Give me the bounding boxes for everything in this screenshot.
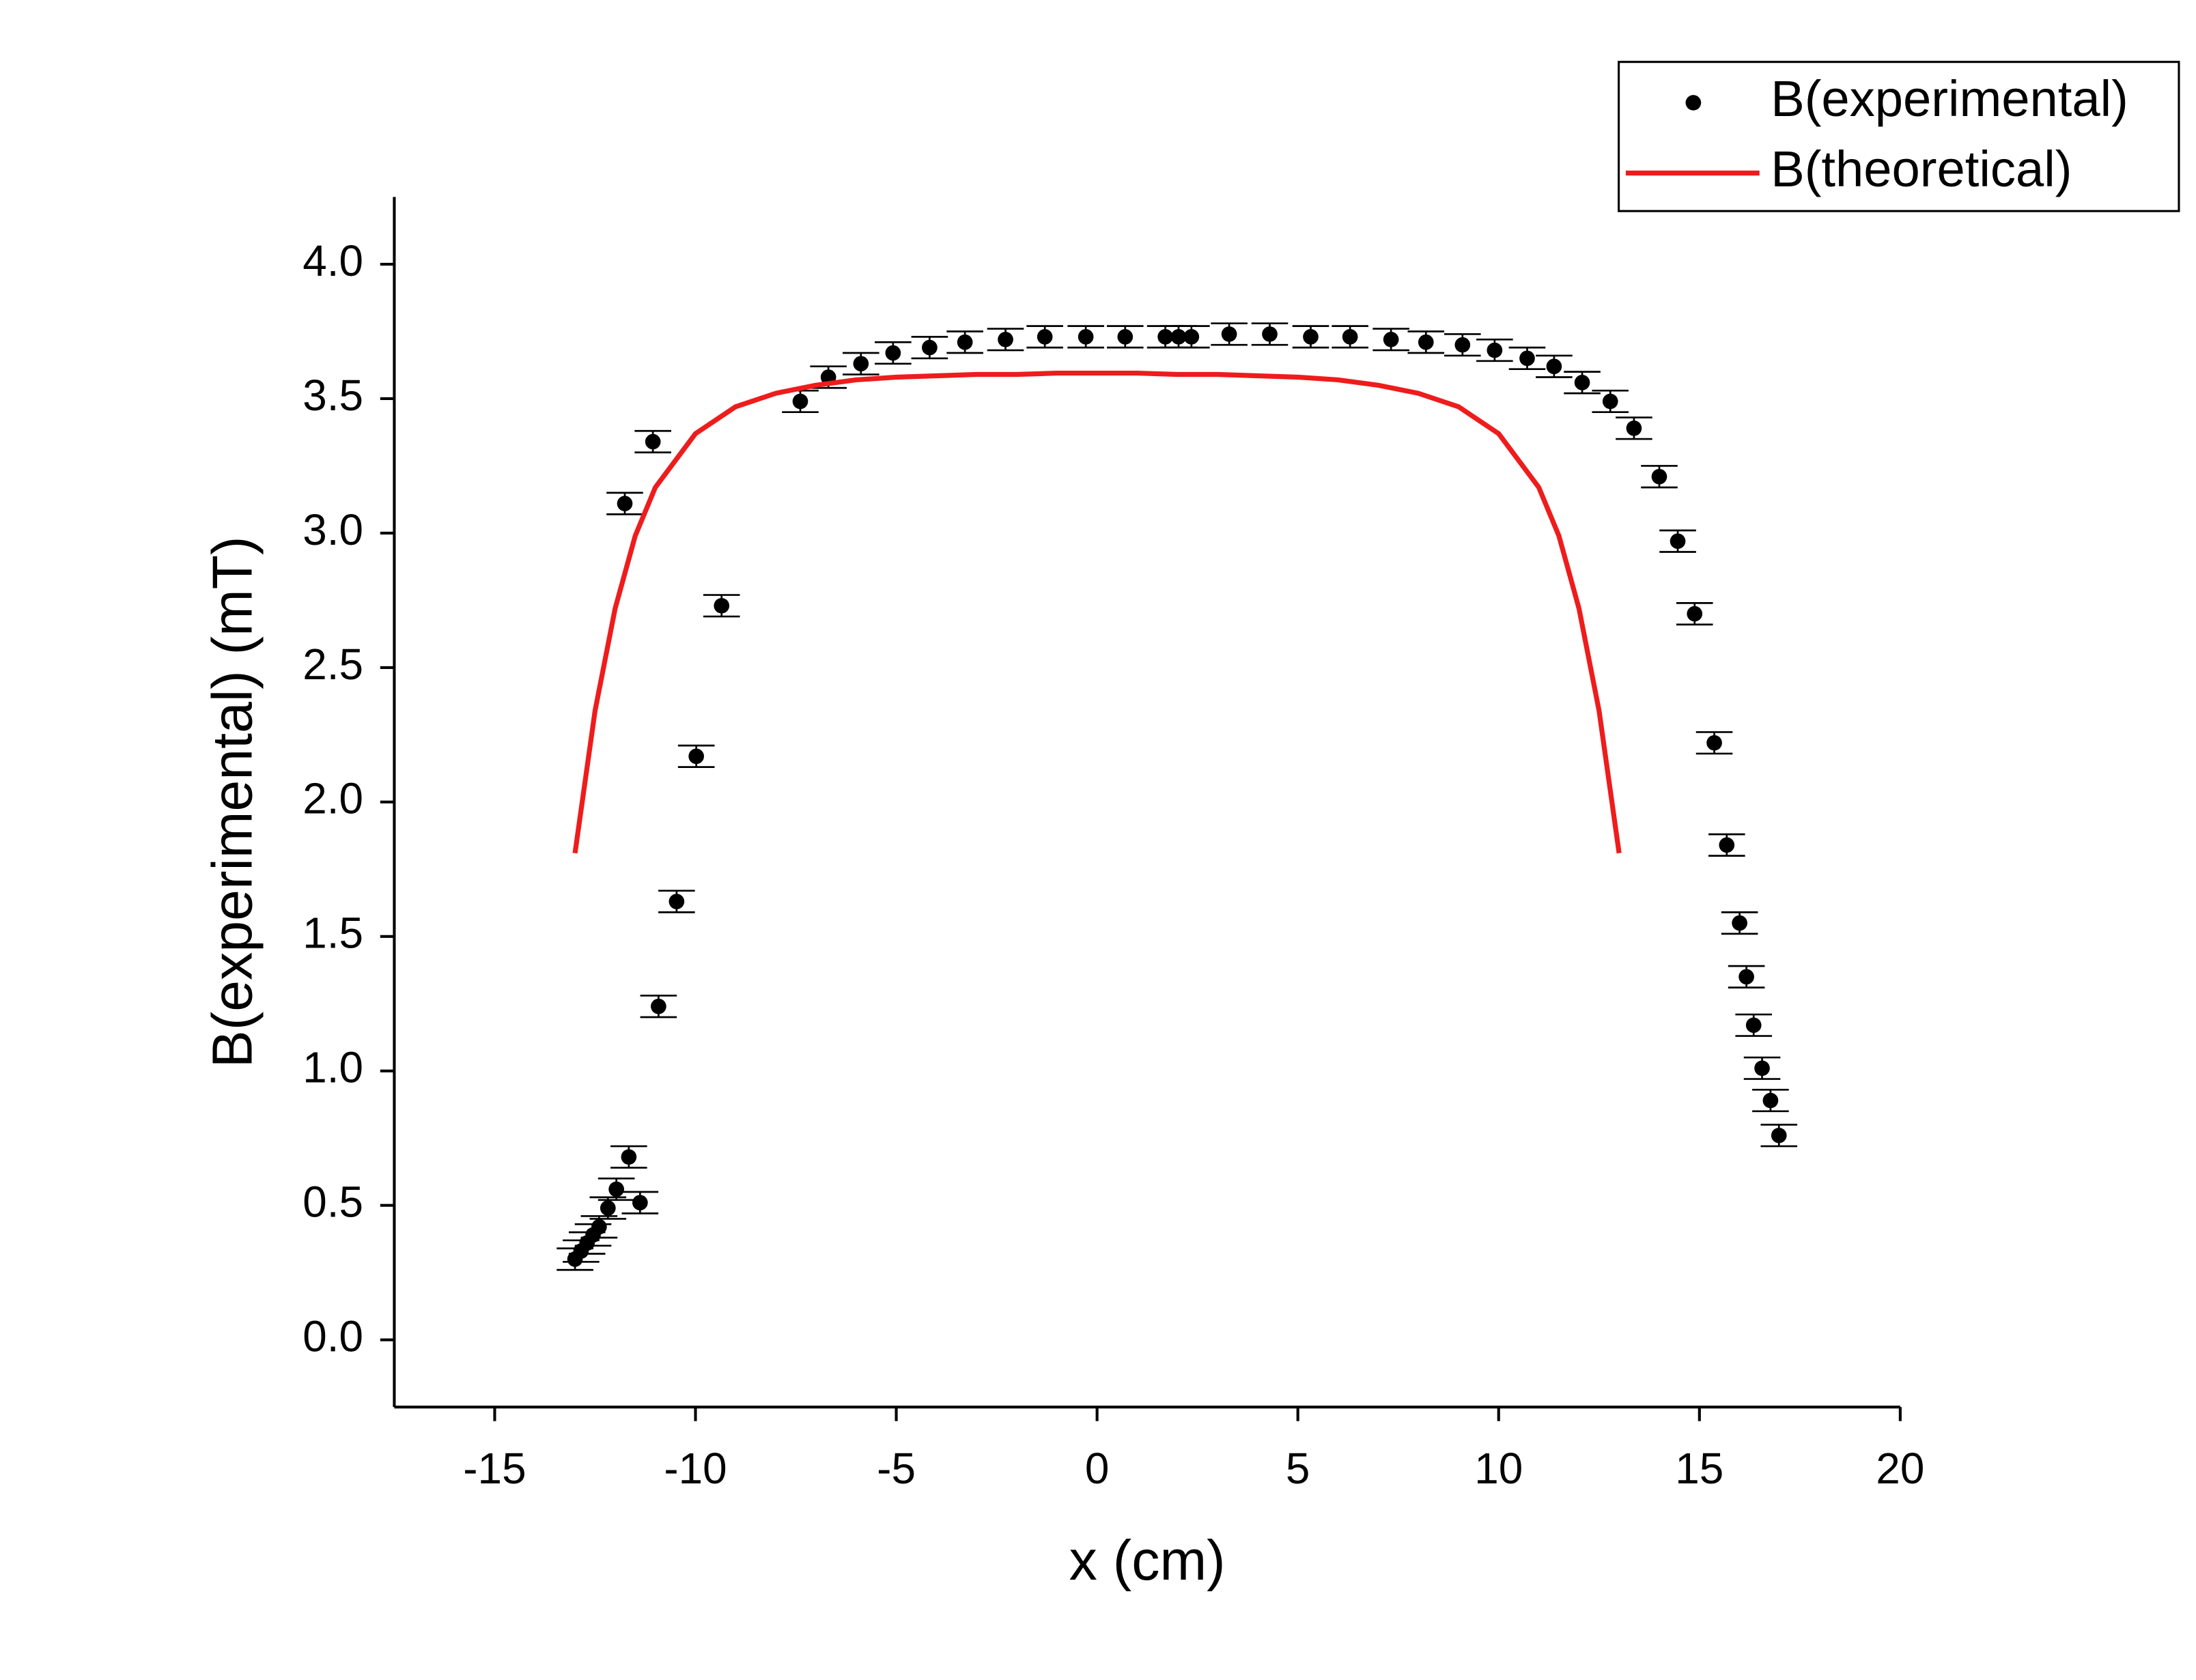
data-point <box>1745 1017 1762 1034</box>
x-tick-label: -10 <box>664 1444 727 1493</box>
y-tick-label: 1.5 <box>302 909 363 958</box>
data-point <box>668 894 685 909</box>
data-point <box>591 1219 607 1235</box>
data-point <box>1706 735 1722 751</box>
x-tick-label: 5 <box>1286 1444 1310 1493</box>
data-point <box>1687 606 1703 622</box>
y-tick-label: 2.0 <box>302 774 363 823</box>
data-point <box>651 998 666 1014</box>
data-point <box>1221 326 1237 342</box>
y-tick-label: 1.0 <box>302 1043 363 1092</box>
data-point <box>1454 337 1471 353</box>
data-point <box>1602 393 1618 410</box>
data-point <box>632 1195 648 1211</box>
x-tick-label: 0 <box>1085 1444 1110 1493</box>
data-point <box>1418 334 1434 350</box>
legend-marker <box>1685 95 1702 111</box>
data-point <box>1342 329 1358 345</box>
data-point <box>1037 329 1053 345</box>
y-axis-title: B(experimental) (mT) <box>201 536 264 1068</box>
x-tick-label: -5 <box>877 1444 916 1493</box>
data-point <box>1157 329 1173 345</box>
data-point <box>792 393 808 410</box>
y-tick-label: 2.5 <box>302 640 363 689</box>
legend-label: B(theoretical) <box>1771 141 2072 197</box>
data-point <box>1183 329 1200 345</box>
data-point <box>1117 329 1134 345</box>
data-point <box>621 1149 637 1165</box>
data-point <box>885 345 901 361</box>
data-point <box>1519 350 1535 367</box>
data-point <box>1762 1092 1779 1109</box>
data-point <box>922 339 938 356</box>
x-axis-title: x (cm) <box>1069 1529 1226 1592</box>
data-point <box>998 331 1013 347</box>
data-point <box>688 748 705 765</box>
data-point <box>1262 326 1278 342</box>
data-point <box>1670 533 1686 550</box>
data-point <box>1383 331 1399 347</box>
data-point <box>1487 342 1503 358</box>
x-tick-label: 10 <box>1474 1444 1523 1493</box>
x-tick-label: -15 <box>463 1444 526 1493</box>
x-tick-label: 20 <box>1876 1444 1924 1493</box>
legend-box <box>1618 61 2180 212</box>
legend-label: B(experimental) <box>1771 70 2128 127</box>
data-point <box>1546 358 1562 375</box>
data-point <box>1719 837 1735 853</box>
y-tick-label: 0.5 <box>302 1178 363 1227</box>
data-point <box>617 496 633 511</box>
data-point <box>853 356 869 372</box>
data-point <box>1170 329 1187 345</box>
data-point <box>957 334 973 350</box>
data-point <box>1651 468 1667 485</box>
data-point <box>1732 915 1747 931</box>
theory-line <box>572 370 1622 854</box>
data-point <box>714 597 730 614</box>
y-tick-label: 3.0 <box>302 505 363 554</box>
data-point <box>1754 1060 1770 1077</box>
y-tick-label: 0.0 <box>302 1312 363 1361</box>
data-point <box>1078 329 1094 345</box>
data-point <box>1626 420 1642 436</box>
x-tick-label: 15 <box>1675 1444 1723 1493</box>
data-point <box>645 433 661 450</box>
y-tick-label: 4.0 <box>302 236 363 285</box>
data-point <box>1738 969 1754 985</box>
data-point <box>600 1200 616 1216</box>
data-point <box>608 1181 624 1197</box>
data-point <box>1574 375 1590 390</box>
y-tick-label: 3.5 <box>302 371 363 420</box>
data-point <box>1771 1127 1787 1143</box>
data-point <box>1303 329 1319 345</box>
